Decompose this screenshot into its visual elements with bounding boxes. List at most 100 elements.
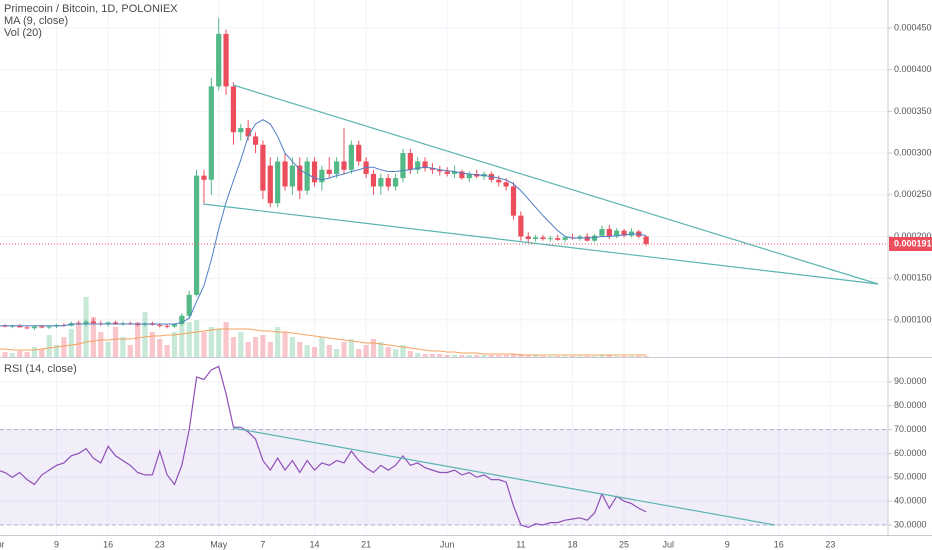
volume-bar [208,327,214,357]
candle-body [599,228,605,236]
candle-body [193,175,200,295]
x-tick-label: May [210,539,228,549]
ma-line [0,119,647,327]
x-tick-label: Jul [663,539,675,549]
rsi-band-fill [0,429,888,525]
volume-bar [304,345,310,357]
x-tick-label: 7 [260,539,265,549]
y-tick-label: 0.00030000 [894,147,932,157]
x-tick-label: 14 [310,539,320,549]
x-tick-label: 11 [516,539,525,549]
volume-bar [2,352,8,357]
volume-bar [171,332,178,357]
volume-bar [83,297,89,357]
volume-bar [451,355,458,357]
volume-bar [510,354,517,357]
y-tick-label: 80.0000 [894,400,927,410]
y-tick-label: 0.00040000 [894,64,932,74]
y-tick-label: 0.00035000 [894,106,932,116]
volume-bar [61,337,67,357]
volume-bar [157,339,163,357]
volume-bar [636,356,642,357]
candle-body [429,168,436,170]
candle-body [555,238,561,240]
volume-bar [503,355,509,357]
candle-body [334,161,340,174]
volume-bar [400,345,406,357]
volume-bar [415,353,421,357]
candle-body [533,237,539,240]
volume-bar [223,322,229,357]
candle-body [275,161,281,204]
volume-bar [186,322,192,357]
last-price-label: 0.00019100 [894,238,932,248]
volume-bar [267,342,273,357]
candle-body [297,165,303,191]
volume-bar [201,332,207,357]
x-tick-label: 21 [361,539,371,549]
y-tick-label: 60.0000 [894,448,927,458]
trend-line [232,84,879,285]
volume-bar [621,356,627,357]
volume-bar [533,355,539,357]
volume-bar [341,342,347,357]
volume-bar [252,337,259,357]
volume-bar [230,337,237,357]
candle-body [105,322,111,325]
volume-bar [120,337,126,357]
candle-body [370,173,377,187]
volume-bar [444,355,450,357]
x-tick-label: 18 [567,539,577,549]
candle-body [525,236,531,240]
volume-bar [429,354,436,357]
last-price-tag [889,237,932,252]
volume-bar [584,356,590,357]
volume-bar [135,322,141,357]
volume-bar [385,347,391,357]
volume-bar [297,342,303,357]
candle-body [179,315,185,325]
rsi-band [0,429,888,526]
candle-body [90,321,97,324]
candle-body [326,169,332,174]
candle-body [17,325,23,328]
candle-body [245,128,251,137]
volume-bar [289,337,295,357]
volume-bar [488,355,494,357]
x-tick-label: 23 [155,539,165,549]
candle-body [267,165,273,204]
volume-bar [422,354,428,357]
candle-body [282,161,288,187]
volume-bar [68,329,74,357]
candle-body [444,171,450,174]
volume-bar [599,355,605,357]
volume-bar [326,345,332,357]
y-tick-label: 50.0000 [894,472,927,482]
candle-body [319,169,325,183]
y-tick-label: 40.0000 [894,496,927,506]
candle-body [422,161,428,169]
candle-body [348,144,354,170]
volume-bar [282,332,288,357]
volume-bar [370,339,377,357]
candle-body [392,178,399,187]
candle-body [547,238,553,240]
candle-body [83,321,89,325]
candle-body [591,235,598,241]
candle-body [503,182,509,187]
trend-line [202,203,879,285]
candle-body [341,161,347,170]
volume-bar [547,356,553,357]
candle-body [540,237,546,240]
candle-body [230,86,237,133]
x-tick-label: Apr [0,539,5,549]
volume-bar [378,342,384,357]
volume-bar [149,332,155,357]
volume-bar [39,349,45,357]
volume-bar [606,355,612,357]
marks [0,18,888,529]
volume-bar [437,354,443,357]
candle-body [614,230,620,237]
candle-body [157,324,163,326]
